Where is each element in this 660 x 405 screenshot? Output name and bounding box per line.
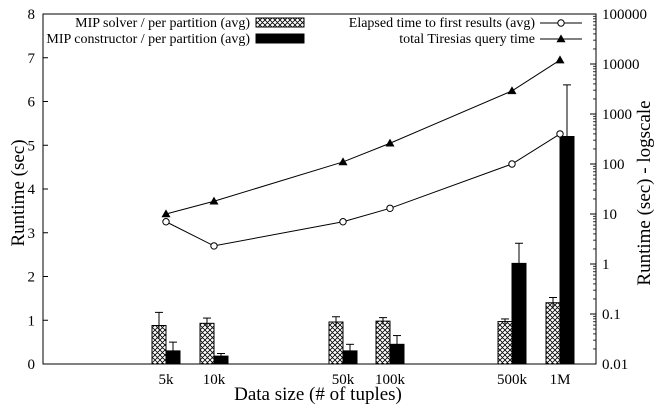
y-tick-label: 3	[28, 226, 36, 242]
point-elapsed-time	[508, 160, 516, 168]
bar-mip-solver	[497, 321, 513, 365]
y-tick-label: 4	[28, 182, 36, 198]
y2-tick-label: 100	[602, 157, 625, 173]
y-tick-label: 6	[28, 95, 36, 111]
point-elapsed-time	[386, 204, 394, 213]
point-elapsed-time	[339, 218, 347, 226]
y-tick-label: 2	[28, 270, 36, 286]
x-tick-label: 500k	[497, 372, 528, 388]
y-axis-title: Runtime (sec)	[8, 139, 29, 246]
y-tick-label: 8	[28, 7, 36, 23]
bar-mip-solver	[328, 321, 344, 365]
legend-label-mip-constructor: MIP constructor / per partition (avg)	[46, 32, 250, 47]
x-axis-title: Data size (# of tuples)	[234, 384, 402, 405]
y-tick-label: 5	[28, 138, 36, 154]
legend-marker-total-query-time	[556, 34, 566, 43]
y-tick-label: 1	[28, 313, 36, 329]
y-tick-label: 0	[28, 357, 36, 373]
y2-tick-label: 0.01	[602, 357, 628, 373]
legend-label-mip-solver: MIP solver / per partition (avg)	[75, 16, 250, 31]
legend-swatch-mip-solver	[255, 17, 305, 28]
legend-label-elapsed-time: Elapsed time to first results (avg)	[349, 16, 536, 31]
y2-tick-label: 10	[602, 207, 617, 223]
point-elapsed-time	[556, 130, 564, 138]
point-total-query-time	[209, 196, 219, 205]
point-total-query-time	[507, 86, 517, 95]
x-tick-label: 100k	[375, 372, 406, 388]
point-total-query-time	[385, 138, 395, 147]
x-tick-label: 50k	[332, 372, 355, 388]
x-tick-label: 5k	[159, 372, 175, 388]
legend-marker-elapsed-time	[557, 19, 565, 27]
x-tick-label: 1M	[550, 372, 571, 388]
y-tick-label: 7	[28, 51, 36, 67]
point-elapsed-time	[162, 218, 170, 226]
bar-mip-solver	[375, 320, 391, 365]
bar-mip-solver	[545, 302, 561, 365]
y2-tick-label: 1000	[602, 107, 632, 123]
y2-tick-label: 10000	[602, 57, 640, 73]
y2-tick-label: 100000	[602, 7, 647, 23]
legend-swatch-mip-constructor	[255, 33, 305, 44]
x-tick-label: 10k	[203, 372, 226, 388]
point-total-query-time	[555, 55, 565, 64]
legend-label-total-query-time: total Tiresias query time	[399, 32, 535, 47]
bar-mip-solver	[199, 322, 215, 365]
line-total-query-time	[165, 59, 561, 215]
y2-tick-label: 0.1	[602, 307, 621, 323]
legend: MIP solver / per partition (avg) MIP con…	[46, 16, 582, 47]
y2-tick-label: 1	[602, 257, 610, 273]
point-total-query-time	[161, 209, 171, 218]
y2-axis-title: Runtime (sec) - logscale	[634, 100, 655, 285]
point-total-query-time	[338, 157, 348, 166]
line-elapsed-time	[165, 133, 561, 247]
point-elapsed-time	[210, 242, 218, 250]
